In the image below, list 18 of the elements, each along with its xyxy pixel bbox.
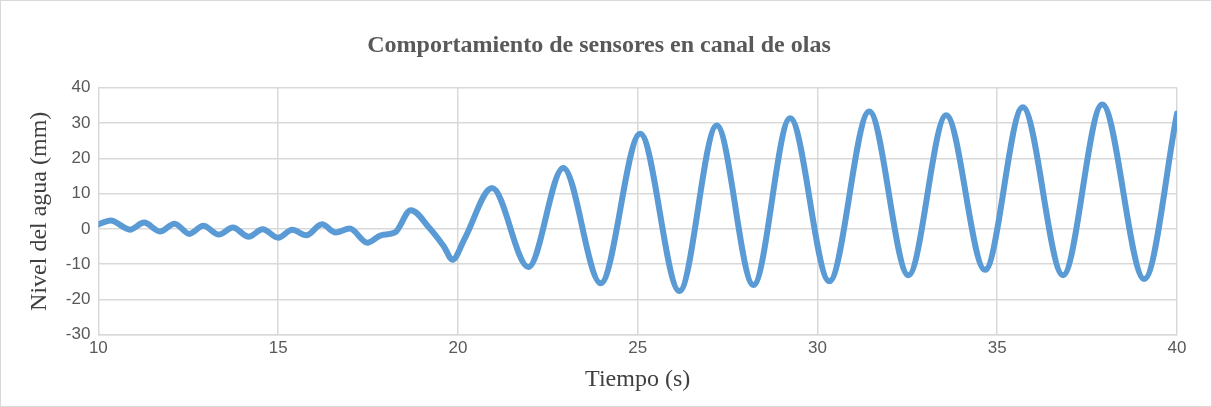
y-tick-label: -20 bbox=[65, 289, 91, 309]
x-tick-label: 30 bbox=[808, 337, 827, 357]
chart-title: Comportamiento de sensores en canal de olas bbox=[367, 30, 831, 57]
y-tick-label: 10 bbox=[71, 183, 91, 203]
y-tick-label: 0 bbox=[80, 218, 91, 238]
x-tick-label: 25 bbox=[628, 337, 648, 357]
y-tick-label: 20 bbox=[71, 148, 91, 168]
y-axis-title: Nivel del agua (mm) bbox=[24, 111, 51, 311]
x-tick-label: 10 bbox=[88, 337, 108, 357]
y-tick-label: 30 bbox=[71, 112, 91, 132]
x-tick-label: 40 bbox=[1167, 337, 1187, 357]
y-tick-label: -10 bbox=[65, 253, 91, 273]
x-tick-label: 35 bbox=[987, 337, 1007, 357]
y-tick-label: 40 bbox=[71, 77, 91, 97]
y-tick-label: -30 bbox=[65, 324, 91, 344]
x-axis-title: Tiempo (s) bbox=[585, 364, 691, 391]
x-tick-label: 20 bbox=[448, 337, 468, 357]
x-tick-label: 15 bbox=[268, 337, 288, 357]
